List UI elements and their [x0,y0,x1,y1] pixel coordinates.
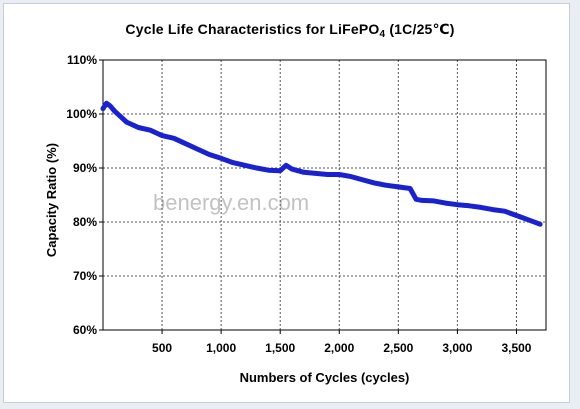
data-point [432,199,435,203]
chart-frame [3,3,570,403]
data-point [284,164,288,167]
y-tick-label: 100% [66,107,97,121]
data-point [408,187,412,190]
data-point [420,199,424,202]
x-axis-label: Numbers of Cycles (cycles) [239,370,410,385]
data-point [137,126,140,129]
data-point [172,137,176,140]
data-point [397,185,400,189]
data-point [314,172,317,175]
title-tail: (1C/25℃) [385,21,455,37]
data-point [219,157,223,160]
data-point [196,147,199,151]
x-tick-label: 2,000 [324,341,354,355]
data-point [338,173,341,176]
data-point [113,110,117,113]
data-point [361,178,365,182]
data-point [326,173,329,176]
x-tick-label: 2,500 [383,341,413,355]
data-point [515,214,518,217]
y-tick-label: 80% [73,215,97,229]
data-point [503,210,506,213]
data-point [101,107,105,110]
data-point [538,222,542,226]
data-point [105,102,108,105]
data-point [231,161,235,164]
y-tick-label: 90% [73,161,97,175]
x-tick-label: 1,000 [206,341,236,355]
title-subscript: 4 [379,29,386,40]
y-tick-label: 110% [67,53,97,67]
data-point [119,115,122,118]
x-tick-label: 1,500 [265,341,295,355]
data-point [468,204,471,207]
plot-border [102,59,547,331]
data-point [184,142,187,145]
data-point [255,166,258,170]
data-point [290,167,294,171]
data-point [149,129,152,132]
y-tick-label: 60% [73,323,97,337]
data-point [108,104,112,108]
data-point [527,218,530,222]
data-point [302,171,306,174]
data-point [373,181,376,185]
x-tick-label: 3,500 [501,341,531,355]
y-axis-label: Capacity Ratio (%) [44,142,59,258]
data-point [279,169,282,172]
data-point [479,206,483,209]
watermark: benergy.en.com [153,190,310,215]
data-point [208,153,211,156]
chart-title: Cycle Life Characteristics for LiFePO4 (… [0,21,580,40]
data-point [414,198,418,201]
x-tick-label: 500 [152,341,172,355]
data-point [444,201,447,205]
data-point [267,168,270,172]
data-point [456,203,459,206]
title-main: Cycle Life Characteristics for LiFePO [125,21,380,37]
data-point [385,184,388,187]
x-tick-label: 3,000 [442,341,472,355]
data-point [491,208,495,211]
y-tick-label: 70% [73,269,97,283]
data-point [243,164,246,167]
data-point [160,134,164,137]
data-point [349,175,353,178]
data-point [125,120,128,124]
